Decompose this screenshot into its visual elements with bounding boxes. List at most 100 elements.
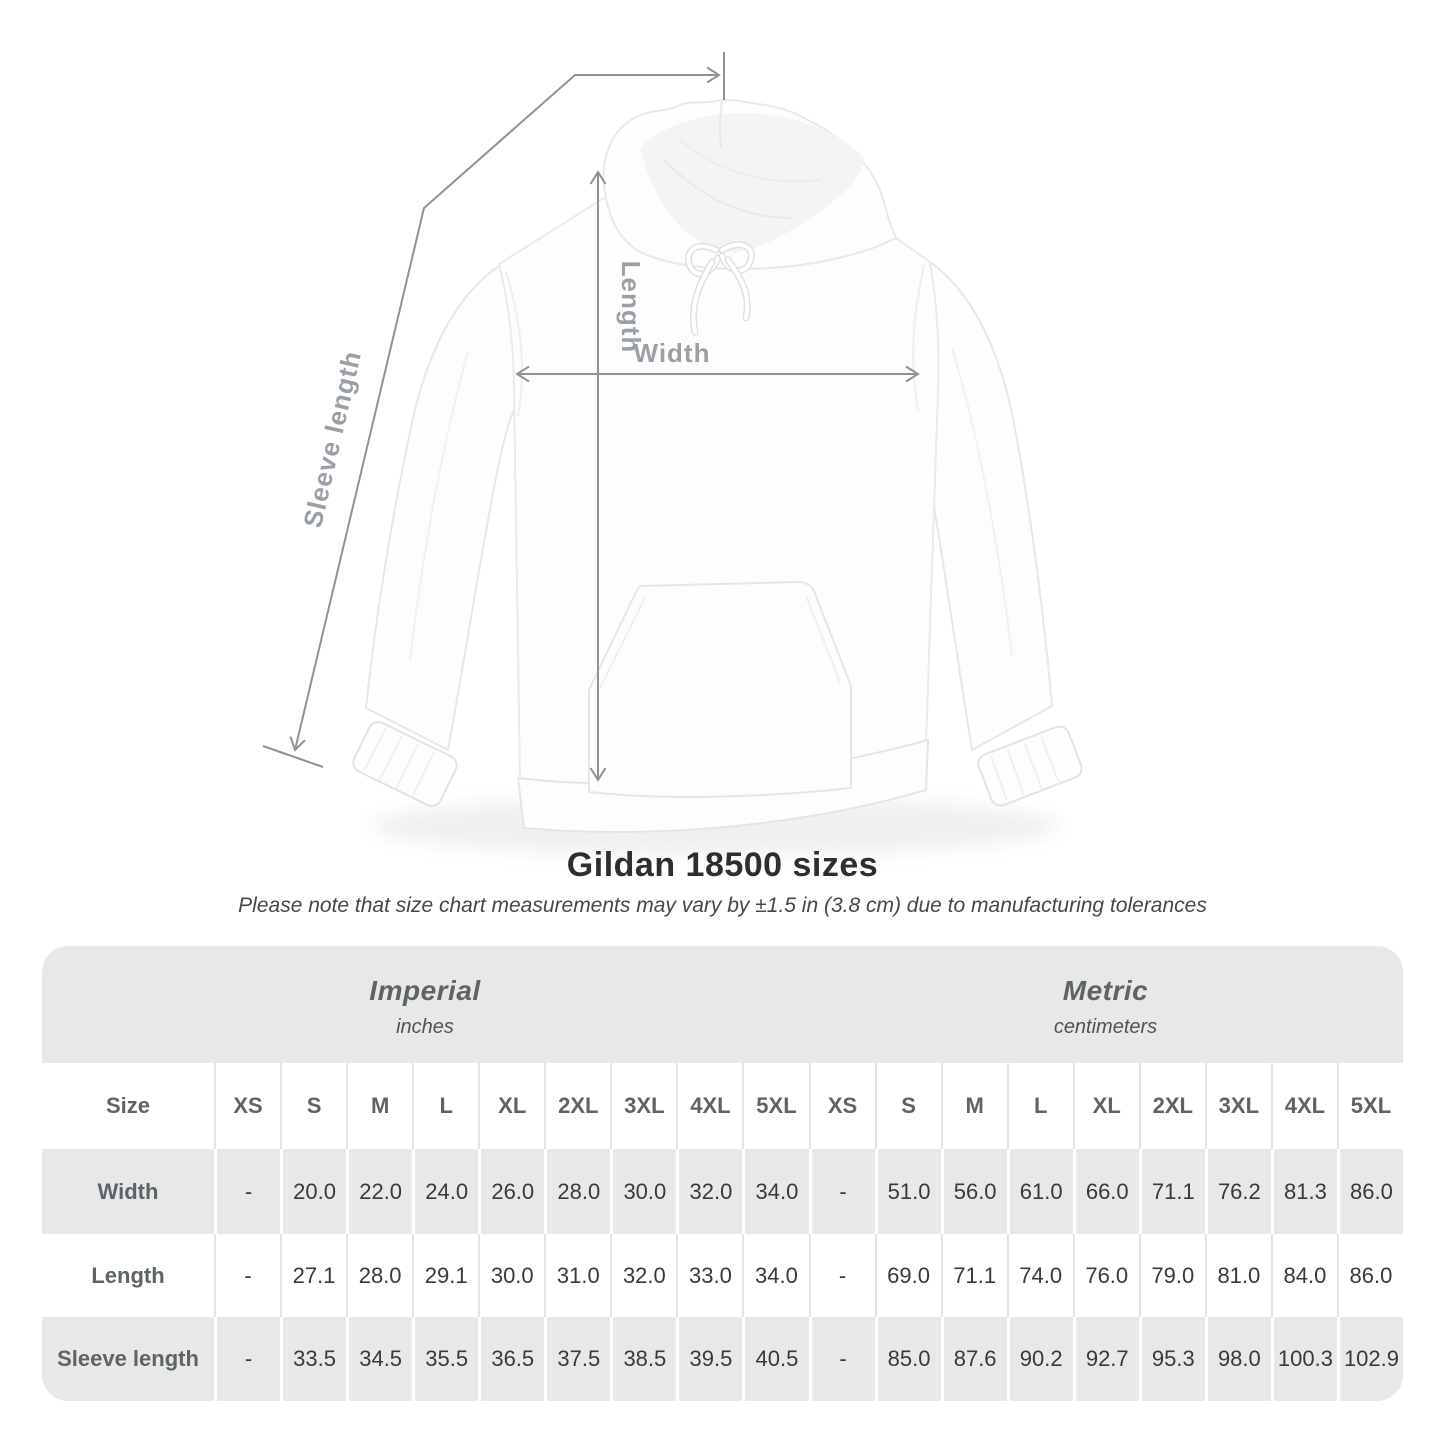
cell-sleeve-length-metric-S: 85.0 xyxy=(874,1317,941,1401)
cell-width-imperial-2XL: 28.0 xyxy=(544,1149,611,1234)
cell-length-metric-L: 74.0 xyxy=(1006,1234,1073,1317)
width-label: Width xyxy=(634,338,711,368)
cell-width-metric-L: 61.0 xyxy=(1006,1149,1073,1234)
cell-sleeve-length-imperial-2XL: 37.5 xyxy=(544,1317,611,1401)
cell-length-metric-XS: - xyxy=(808,1234,875,1317)
col-header-metric-4XL: 4XL xyxy=(1270,1063,1337,1149)
sleeve-length-label: Sleeve length xyxy=(297,348,367,531)
cell-sleeve-length-metric-M: 87.6 xyxy=(940,1317,1007,1401)
col-header-imperial-3XL: 3XL xyxy=(610,1063,677,1149)
cell-width-imperial-S: 20.0 xyxy=(280,1149,347,1234)
tolerance-note: Please note that size chart measurements… xyxy=(238,894,1207,917)
cell-sleeve-length-metric-L: 90.2 xyxy=(1006,1317,1073,1401)
cell-width-imperial-4XL: 32.0 xyxy=(676,1149,743,1234)
cell-width-metric-4XL: 81.3 xyxy=(1270,1149,1337,1234)
cell-length-imperial-L: 29.1 xyxy=(412,1234,479,1317)
cell-length-imperial-5XL: 34.0 xyxy=(742,1234,809,1317)
cell-sleeve-length-metric-2XL: 95.3 xyxy=(1138,1317,1205,1401)
hoodie-right-cuff xyxy=(977,725,1083,807)
row-label-length: Length xyxy=(42,1234,214,1317)
cell-width-metric-S: 51.0 xyxy=(874,1149,941,1234)
sleeve-bottom-tick xyxy=(262,745,324,768)
cell-sleeve-length-imperial-L: 35.5 xyxy=(412,1317,479,1401)
cell-width-imperial-5XL: 34.0 xyxy=(742,1149,809,1234)
cell-length-metric-2XL: 79.0 xyxy=(1138,1234,1205,1317)
col-header-metric-L: L xyxy=(1006,1063,1073,1149)
cell-sleeve-length-imperial-3XL: 38.5 xyxy=(610,1317,677,1401)
cell-length-metric-M: 71.1 xyxy=(940,1234,1007,1317)
col-header-metric-M: M xyxy=(940,1063,1007,1149)
cell-length-imperial-3XL: 32.0 xyxy=(610,1234,677,1317)
cell-sleeve-length-metric-5XL: 102.9 xyxy=(1336,1317,1403,1401)
col-header-imperial-5XL: 5XL xyxy=(742,1063,809,1149)
cell-width-imperial-L: 24.0 xyxy=(412,1149,479,1234)
cell-length-metric-4XL: 84.0 xyxy=(1270,1234,1337,1317)
hoodie-measurement-diagram: Length Width Sleeve length xyxy=(262,52,1083,856)
cell-width-imperial-XS: - xyxy=(214,1149,281,1234)
sleeve-length-line xyxy=(289,66,721,752)
imperial-unit: inches xyxy=(396,1015,454,1038)
cell-width-imperial-XL: 26.0 xyxy=(478,1149,545,1234)
cell-width-imperial-M: 22.0 xyxy=(346,1149,413,1234)
cell-width-metric-5XL: 86.0 xyxy=(1336,1149,1403,1234)
cell-sleeve-length-metric-XS: - xyxy=(808,1317,875,1401)
cell-length-metric-5XL: 86.0 xyxy=(1336,1234,1403,1317)
cell-sleeve-length-imperial-4XL: 39.5 xyxy=(676,1317,743,1401)
cell-width-imperial-3XL: 30.0 xyxy=(610,1149,677,1234)
length-label: Length xyxy=(616,261,646,354)
metric-section-header: Metric centimeters xyxy=(808,946,1403,1063)
imperial-title: Imperial xyxy=(369,974,481,1006)
cell-length-metric-3XL: 81.0 xyxy=(1204,1234,1271,1317)
cell-width-metric-XS: - xyxy=(808,1149,875,1234)
right-armhole-seam xyxy=(912,265,925,411)
cell-width-metric-3XL: 76.2 xyxy=(1204,1149,1271,1234)
cell-length-imperial-2XL: 31.0 xyxy=(544,1234,611,1317)
cell-sleeve-length-metric-XL: 92.7 xyxy=(1072,1317,1139,1401)
metric-unit: centimeters xyxy=(1053,1015,1158,1038)
col-header-imperial-L: L xyxy=(412,1063,479,1149)
cell-length-imperial-S: 27.1 xyxy=(280,1234,347,1317)
imperial-section-header: Imperial inches xyxy=(42,946,808,1063)
cell-length-metric-XL: 76.0 xyxy=(1072,1234,1139,1317)
measurement-lines xyxy=(262,52,920,782)
col-header-imperial-XL: XL xyxy=(478,1063,545,1149)
col-header-imperial-M: M xyxy=(346,1063,413,1149)
cell-sleeve-length-imperial-M: 34.5 xyxy=(346,1317,413,1401)
hoodie-illustration xyxy=(352,98,1083,833)
cell-sleeve-length-metric-3XL: 98.0 xyxy=(1204,1317,1271,1401)
col-header-metric-XS: XS xyxy=(808,1063,875,1149)
col-header-imperial-4XL: 4XL xyxy=(676,1063,743,1149)
row-label-width: Width xyxy=(42,1149,214,1234)
cell-length-imperial-4XL: 33.0 xyxy=(676,1234,743,1317)
size-corner-header: Size xyxy=(42,1063,214,1149)
unit-band: Imperial inches Metric centimeters xyxy=(42,946,1403,1063)
cell-sleeve-length-metric-4XL: 100.3 xyxy=(1270,1317,1337,1401)
hoodie-pocket xyxy=(588,581,852,798)
col-header-metric-2XL: 2XL xyxy=(1138,1063,1205,1149)
cell-length-imperial-XL: 30.0 xyxy=(478,1234,545,1317)
cell-length-imperial-M: 28.0 xyxy=(346,1234,413,1317)
pocket-stitch-right xyxy=(805,595,841,683)
col-header-imperial-XS: XS xyxy=(214,1063,281,1149)
page-title: Gildan 18500 sizes xyxy=(566,846,879,884)
col-header-metric-XL: XL xyxy=(1072,1063,1139,1149)
cell-width-metric-M: 56.0 xyxy=(940,1149,1007,1234)
col-header-metric-5XL: 5XL xyxy=(1336,1063,1403,1149)
cell-length-imperial-XS: - xyxy=(214,1234,281,1317)
size-table: Imperial inches Metric centimeters Size X… xyxy=(42,946,1403,1401)
right-sleeve-fold xyxy=(951,347,1013,657)
cell-sleeve-length-imperial-XL: 36.5 xyxy=(478,1317,545,1401)
col-header-imperial-2XL: 2XL xyxy=(544,1063,611,1149)
cell-sleeve-length-imperial-S: 33.5 xyxy=(280,1317,347,1401)
size-table-grid: Size XS S M L XL 2XL 3XL 4XL 5XL XS S M L XL 2XL 3XL 4XL 5… xyxy=(42,1063,1403,1401)
row-label-sleeve-length: Sleeve length xyxy=(42,1317,214,1401)
cell-width-metric-2XL: 71.1 xyxy=(1138,1149,1205,1234)
cell-sleeve-length-imperial-XS: - xyxy=(214,1317,281,1401)
col-header-metric-S: S xyxy=(874,1063,941,1149)
metric-title: Metric xyxy=(1062,974,1149,1006)
cell-sleeve-length-imperial-5XL: 40.5 xyxy=(742,1317,809,1401)
col-header-metric-3XL: 3XL xyxy=(1204,1063,1271,1149)
cell-length-metric-S: 69.0 xyxy=(874,1234,941,1317)
cell-width-metric-XL: 66.0 xyxy=(1072,1149,1139,1234)
